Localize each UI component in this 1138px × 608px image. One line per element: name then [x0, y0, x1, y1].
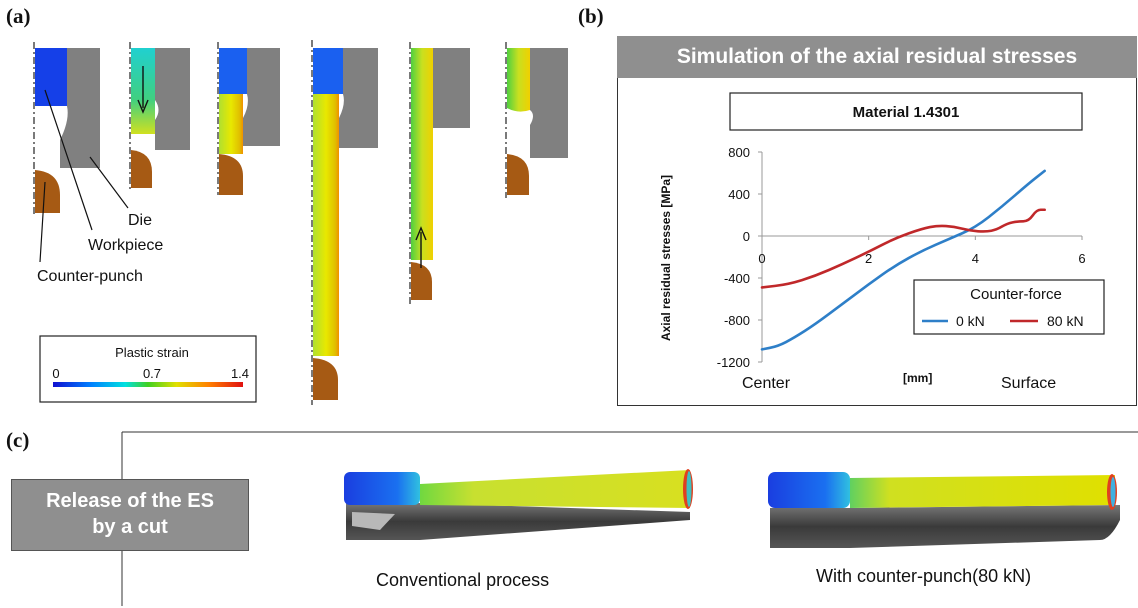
stage-5: [409, 42, 470, 305]
stage-4: [311, 40, 378, 405]
stage-3: [217, 42, 280, 195]
label-die: Die: [128, 212, 152, 229]
caption-conventional: Conventional process: [376, 570, 550, 590]
panel-b-frame: [617, 36, 1137, 406]
colorbar-title: Plastic strain: [115, 345, 189, 360]
colorbar: Plastic strain 0 0.7 1.4: [39, 335, 257, 403]
panel-label-b: (b): [578, 4, 604, 28]
stage-1: [33, 42, 129, 263]
stage-2: [129, 42, 190, 190]
panel-label-a: (a): [6, 4, 31, 28]
colorbar-tick-2: 1.4: [231, 366, 249, 381]
caption-counter-punch: With counter-punch(80 kN): [816, 566, 1032, 586]
specimen-counter-punch: [768, 472, 1120, 548]
panel-a-simulation: Die Workpiece Counter-punch Plastic stra…: [33, 40, 568, 405]
stage-6: [505, 42, 568, 198]
panel-label-c: (c): [6, 428, 30, 452]
label-counter-punch: Counter-punch: [37, 268, 143, 285]
colorbar-tick-0: 0: [52, 366, 59, 381]
label-workpiece: Workpiece: [88, 237, 163, 254]
panel-b-banner: Simulation of the axial residual stresse…: [617, 36, 1137, 78]
specimen-conventional: [344, 469, 693, 540]
panel-c-banner: Release of the ES by a cut: [11, 479, 249, 551]
colorbar-tick-1: 0.7: [143, 366, 161, 381]
